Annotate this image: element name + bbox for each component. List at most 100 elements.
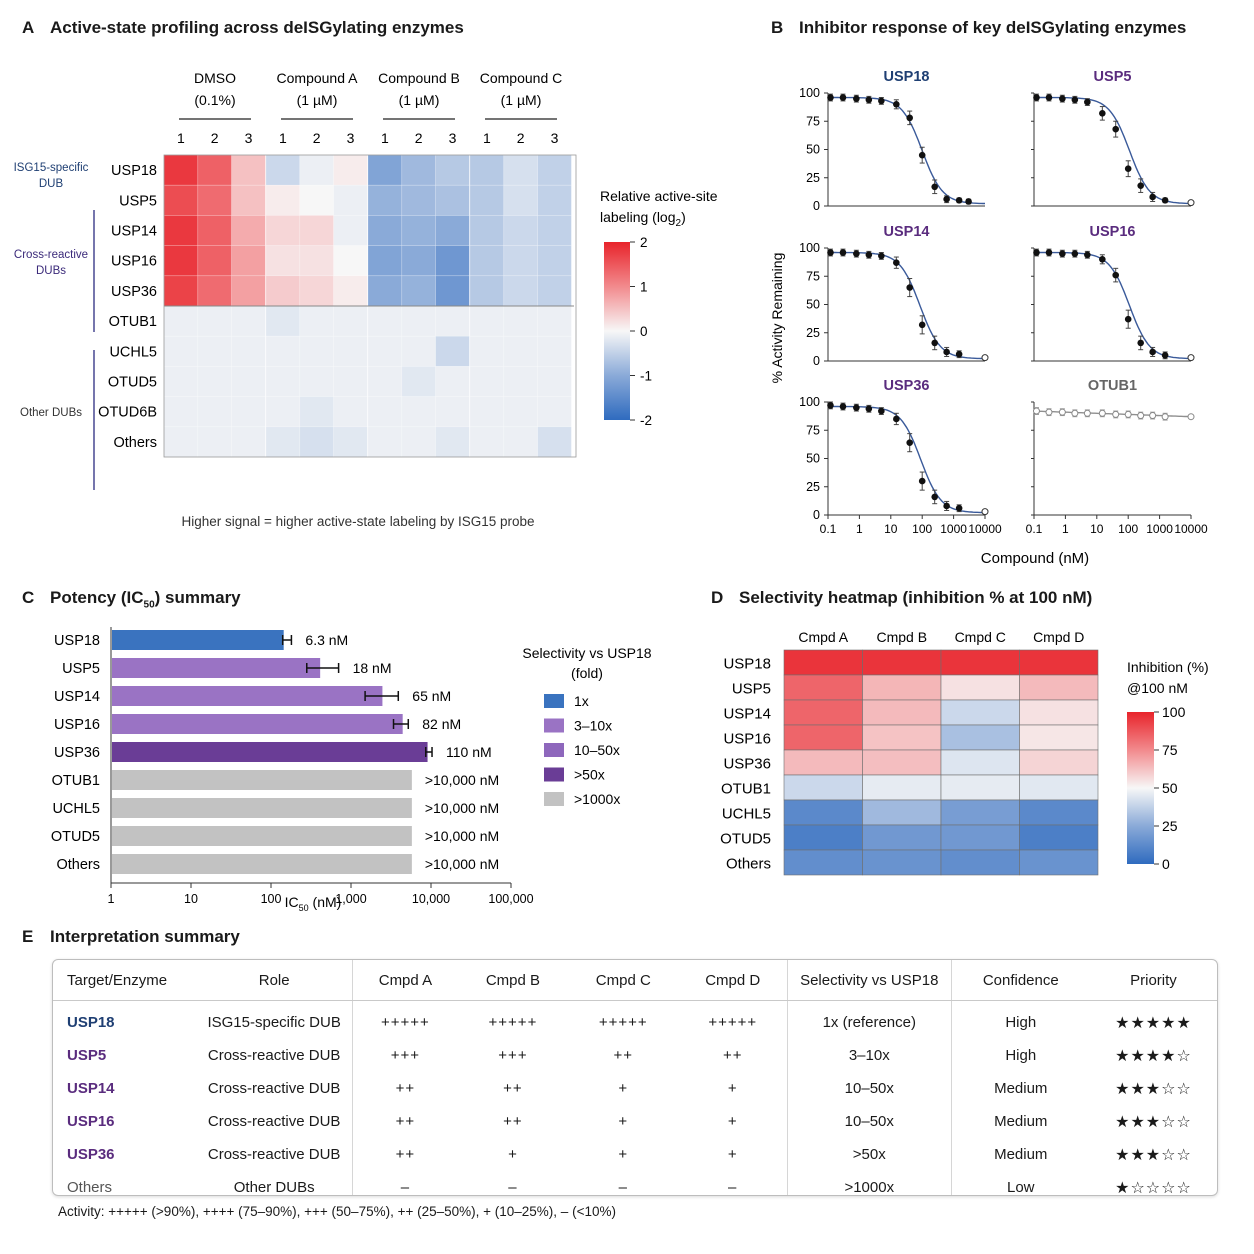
c-xtick-label-4: 10,000	[412, 892, 450, 906]
heatmap-cell-usp14-compound-a-1	[265, 215, 301, 246]
xtick-label-otub1-1000: 1000	[1146, 522, 1173, 536]
subplot-title-usp36: USP36	[884, 378, 930, 394]
cell-cmpd-b-usp5: +++	[498, 1047, 528, 1064]
heatmap-cell-usp18-compound-b-2	[401, 154, 436, 186]
table-row: USP36 Cross-reactive DUB ++ + + + >50x Medium ★★…	[53, 1138, 1217, 1171]
heatmap-cell-usp5-dmso-2	[197, 184, 232, 216]
c-xtick-label-5: 100,000	[488, 892, 533, 906]
colorbar-a-tick-1: 1	[640, 280, 648, 295]
replicate-label-compound-c-3: 3	[551, 130, 559, 146]
d-cell-usp14-cmpd-a	[783, 699, 863, 726]
ytick-label-usp18-0: 0	[813, 199, 820, 213]
d-cell-usp16-cmpd-b	[862, 724, 942, 751]
colorbar-a-title-close: )	[681, 209, 686, 225]
subplot-usp5: USP5	[1031, 69, 1195, 207]
heatmap-cell-usp14-dmso-3	[231, 215, 266, 246]
table-row: USP5 Cross-reactive DUB +++ +++ ++ ++ 3–10x Hig…	[53, 1039, 1217, 1072]
panel-c-title-text: Potency (IC50) summary	[50, 588, 241, 610]
data-point-usp14-2	[853, 250, 860, 257]
heatmap-cell-usp5-compound-c-2	[503, 184, 538, 216]
heatmap-cell-otub1-compound-c-1	[469, 305, 505, 337]
heatmap-cell-usp18-compound-b-1	[367, 154, 403, 186]
d-cell-usp14-cmpd-b	[862, 699, 942, 726]
panel-d-title: D Selectivity heatmap (inhibition % at 10…	[711, 588, 1092, 608]
colorbar-d-tick-3: 25	[1162, 818, 1178, 834]
table-row: USP14 Cross-reactive DUB ++ ++ + +10–50x Mediu…	[53, 1072, 1217, 1105]
row-label-usp16: USP16	[111, 254, 157, 270]
data-point-usp5-7	[1124, 165, 1132, 173]
d-cell-others-cmpd-d	[1019, 849, 1099, 876]
heatmap-cell-otud6b-compound-c-1	[469, 396, 505, 428]
heatmap-cell-others-compound-b-3	[435, 426, 470, 458]
bar-category-uchl5: UCHL5	[52, 801, 100, 817]
heatmap-cell-usp18-compound-b-3	[435, 154, 470, 186]
cell-priority-usp16: ★★★☆☆	[1115, 1113, 1192, 1131]
data-point-otub1-0	[1032, 407, 1040, 415]
heatmap-cell-usp14-dmso-1	[163, 215, 199, 246]
d-cell-usp36-cmpd-d	[1019, 749, 1099, 776]
cell-priority-usp14: ★★★☆☆	[1115, 1080, 1192, 1098]
bar-usp16	[112, 714, 403, 734]
heatmap-cell-usp5-compound-a-3	[333, 184, 368, 216]
ytick-label-usp36-25: 25	[806, 480, 820, 494]
heatmap-cell-usp5-compound-a-2	[299, 184, 334, 216]
heatmap-cell-uchl5-compound-a-1	[265, 335, 301, 367]
d-row-label-usp14: USP14	[723, 706, 771, 723]
colorbar-d-tick-2: 50	[1162, 780, 1178, 796]
d-cell-otud5-cmpd-b	[862, 824, 942, 851]
panel-c-bars: USP18 6.3 nM USP5 18 nM USP14 65 nM USP16 82 nM…	[51, 627, 499, 883]
heatmap-cell-usp16-compound-c-2	[503, 245, 538, 277]
heatmap-cell-usp14-compound-b-2	[401, 215, 436, 246]
heatmap-cell-otud5-compound-b-2	[401, 366, 436, 397]
heatmap-cell-usp18-compound-a-2	[299, 154, 334, 186]
panel-b-title-text: Inhibitor response of key deISGylating e…	[799, 18, 1187, 37]
bar-category-usp16: USP16	[54, 717, 100, 733]
panel-a-title-text: Active-state profiling across deISGylati…	[50, 18, 464, 37]
heatmap-cell-usp5-compound-c-3	[537, 184, 572, 216]
heatmap-cell-others-compound-c-2	[503, 426, 538, 458]
bar-usp36	[112, 742, 428, 762]
heatmap-cell-usp5-compound-c-1	[469, 184, 505, 216]
data-point-otub1-1	[1045, 408, 1053, 416]
heatmap-cell-usp14-compound-c-3	[537, 215, 572, 246]
cell-confidence-usp36: Medium	[950, 1138, 1090, 1171]
cell-cmpd-b-others: –	[508, 1179, 518, 1196]
bar-category-usp14: USP14	[54, 689, 100, 705]
bar-usp18	[112, 630, 284, 650]
heatmap-cell-usp16-dmso-3	[231, 245, 266, 277]
data-point-usp14-9	[943, 348, 950, 356]
cell-cmpd-a-usp18: +++++	[352, 1000, 458, 1039]
heatmap-cell-uchl5-compound-b-1	[367, 335, 403, 367]
ytick-label-usp18-100: 100	[799, 86, 820, 100]
colorbar-a-gradient	[604, 242, 630, 420]
heatmap-cell-usp18-compound-a-1	[265, 154, 301, 186]
heatmap-cell-uchl5-compound-c-1	[469, 335, 505, 367]
subplot-usp14: USP14 0 25 50 75 100	[799, 224, 989, 368]
data-point-otub1-6	[1112, 410, 1120, 418]
cell-role-others: Other DUBs	[233, 1179, 315, 1196]
panel-c-letter: C	[22, 588, 35, 607]
heatmap-cell-otud6b-compound-a-3	[333, 396, 368, 428]
header-selectivity: Selectivity vs USP18	[786, 960, 952, 1001]
colorbar-a-tick-3: -1	[640, 369, 652, 384]
panel-d-cells: Cmpd A Cmpd B Cmpd C Cmpd D USP18 USP5 USP14 US…	[720, 629, 1099, 876]
ytick-label-usp14-25: 25	[806, 326, 820, 340]
c-xtick-label-2: 100	[261, 892, 282, 906]
heatmap-cell-usp14-compound-a-3	[333, 215, 368, 246]
heatmap-cell-usp16-compound-a-2	[299, 245, 334, 277]
panel-b-title: B Inhibitor response of key deISGylating …	[771, 18, 1186, 38]
panel-c-xlabel: IC50 (nM)	[285, 894, 342, 913]
heatmap-cell-otud6b-compound-b-2	[401, 396, 436, 428]
cell-cmpd-d-usp18: +++++	[708, 1014, 758, 1031]
colorbar-d-tick-0: 100	[1162, 704, 1186, 720]
d-row-label-usp18: USP18	[723, 656, 771, 673]
data-point-otub1-8	[1137, 412, 1145, 420]
replicate-label-compound-a-2: 2	[313, 130, 321, 146]
row-label-usp5: USP5	[119, 193, 157, 209]
bar-value-label-others: >10,000 nM	[425, 856, 499, 872]
subplot-title-usp5: USP5	[1094, 69, 1132, 85]
d-row-label-otud5: OTUD5	[720, 831, 771, 848]
table-row: Others Other DUBs – – – – >1000x Low ★☆☆☆☆	[53, 1171, 1217, 1196]
d-cell-usp16-cmpd-d	[1019, 724, 1099, 751]
d-cell-uchl5-cmpd-d	[1019, 799, 1099, 826]
